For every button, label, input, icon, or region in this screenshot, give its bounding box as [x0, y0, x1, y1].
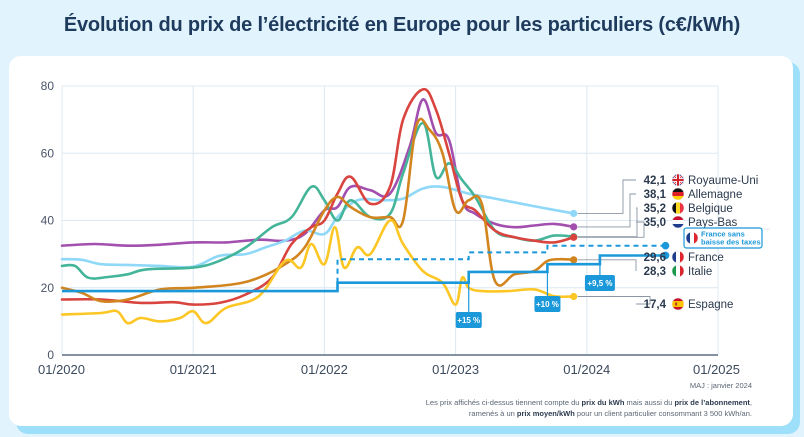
de-flag-icon [671, 187, 685, 201]
x-tick-label: 01/2023 [432, 362, 479, 377]
country-label-netherlands: Pays-Bas [688, 217, 737, 229]
nl-flag-icon [671, 215, 685, 229]
footnote: Les prix affichés ci-dessus tiennent com… [426, 397, 752, 419]
fr-flag-icon [671, 250, 685, 264]
increase-badge-box [534, 296, 561, 312]
country-label-spain: Espagne [688, 299, 733, 311]
x-tick-label: 01/2021 [170, 362, 217, 377]
leader-lines [577, 179, 651, 305]
y-tick-label: 60 [41, 146, 55, 160]
update-date: MAJ : janvier 2024 [689, 381, 752, 390]
es-flag-icon [671, 297, 685, 311]
it-flag-icon [671, 264, 685, 278]
series-endpoint-netherlands [570, 233, 578, 241]
footnote-line-1: Les prix affichés ci-dessus tiennent com… [425, 398, 752, 407]
gb-flag-icon [671, 173, 685, 187]
france-without-tax-cut-endpoint [661, 241, 670, 250]
france-endpoint [661, 251, 670, 260]
y-tick-label: 80 [41, 79, 55, 93]
y-tick-label: 20 [41, 281, 55, 295]
value-label-belgium: 35,2 [644, 203, 666, 215]
increase-badge-box [455, 312, 482, 328]
series-lines [60, 87, 578, 325]
end-labels: 38,1 Allemagne 42,1 Royaume-Uni 35,2 Belgique… [644, 173, 763, 311]
y-tick-label: 0 [47, 348, 54, 362]
x-tick-label: 01/2020 [38, 362, 85, 377]
series-line-germany [60, 98, 575, 248]
increase-badge-label: +9,5 % [587, 279, 612, 288]
series-endpoint-spain [570, 292, 578, 301]
be-flag-icon [671, 201, 685, 215]
series-line-italy [60, 117, 575, 304]
value-label-netherlands: 35,0 [644, 217, 666, 229]
series-endpoint-italy [570, 256, 578, 264]
footnote-line-2: ramenés à un prix moyen/kWh pour un clie… [468, 409, 752, 418]
leader-line-germany [577, 193, 636, 228]
country-label-uk: Royaume-Uni [688, 175, 758, 187]
legend-line-2: baisse des taxes [701, 238, 761, 247]
leader-line-netherlands [577, 221, 645, 238]
value-label-uk: 42,1 [644, 175, 667, 187]
increase-badge-label: +15 % [457, 316, 480, 325]
france-series: +15 % +10 % +9,5 % [62, 241, 670, 328]
axes: 0 20 40 60 80 01/2020 01/2021 01/2022 01/2023 01/… [38, 79, 740, 377]
value-label-france: 29,6 [644, 252, 666, 264]
country-label-italy: Italie [688, 266, 712, 278]
increase-badge: +9,5 % [584, 255, 615, 291]
leader-line-italy [577, 259, 637, 271]
france-without-tax-cut-line [336, 244, 666, 283]
value-label-italy: 28,3 [644, 266, 666, 278]
increase-badge: +10 % [534, 264, 561, 312]
country-label-germany: Allemagne [688, 189, 742, 201]
x-tick-label: 01/2025 [693, 362, 740, 377]
fr-flag-icon [685, 231, 699, 245]
value-label-spain: 17,4 [644, 299, 667, 311]
x-tick-label: 01/2022 [301, 362, 348, 377]
increase-badge-box [584, 275, 615, 291]
x-tick-label: 01/2024 [563, 362, 610, 377]
y-tick-label: 40 [41, 214, 55, 228]
country-label-france: France [688, 252, 724, 264]
increase-badge-label: +10 % [536, 300, 559, 309]
increase-badge: +15 % [455, 271, 482, 328]
leader-line-spain [577, 296, 651, 305]
series-endpoint-uk [570, 209, 578, 218]
series-endpoint-germany [570, 223, 578, 231]
chart-title: Évolution du prix de l’électricité en Eu… [63, 14, 741, 36]
series-line-netherlands [60, 87, 575, 306]
country-label-belgium: Belgique [688, 203, 733, 215]
value-label-germany: 38,1 [644, 189, 667, 201]
legend-line-1: France sans [701, 230, 745, 239]
leader-line-uk [577, 179, 636, 214]
